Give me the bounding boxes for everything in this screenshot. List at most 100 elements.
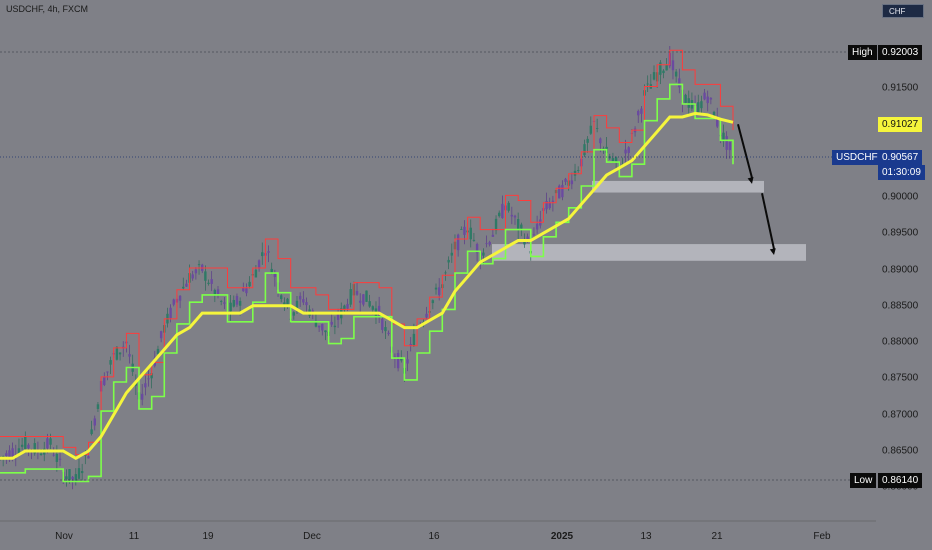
candle-body — [317, 325, 321, 328]
candle-body — [207, 282, 210, 284]
candle-body — [510, 214, 514, 217]
candle-body — [491, 234, 495, 237]
candle-body — [349, 289, 352, 305]
candle-body — [358, 300, 362, 303]
moving-average-line — [0, 111, 734, 461]
time-tick-label: Nov — [55, 531, 73, 542]
candle-body — [279, 295, 283, 300]
candle-body — [362, 294, 365, 305]
candle-body — [371, 306, 375, 310]
candle-body — [245, 288, 248, 294]
candle-body — [93, 418, 96, 426]
candle-body — [71, 476, 74, 480]
candle-body — [128, 354, 131, 357]
candle-body — [482, 252, 485, 256]
candle-body — [178, 295, 182, 301]
candle-body — [684, 94, 687, 103]
candle-body — [526, 236, 529, 242]
candle-body — [355, 290, 359, 295]
projection-arrow[interactable] — [737, 124, 753, 179]
price-tick-label: 0.87000 — [882, 409, 919, 421]
candle-body — [150, 373, 153, 379]
price-tick-label: 0.86500 — [882, 445, 919, 457]
candle-body — [599, 138, 602, 144]
candle-body — [232, 299, 236, 307]
candle-body — [589, 125, 593, 134]
candle-body — [55, 454, 59, 462]
candle-body — [80, 471, 84, 474]
candle-body — [77, 468, 81, 479]
candle-body — [674, 71, 678, 77]
candle-body — [254, 269, 258, 278]
candle-body — [637, 110, 640, 116]
candle-body — [213, 289, 217, 295]
candle-body — [20, 444, 24, 447]
candle-body — [311, 310, 314, 312]
candle-body — [65, 476, 68, 480]
candle-body — [321, 323, 324, 331]
candle-body — [156, 348, 160, 355]
candle-body — [659, 62, 662, 75]
candle-body — [412, 333, 416, 346]
candle-body — [627, 147, 630, 153]
candle-body — [273, 272, 277, 278]
price-tick-label: 0.87500 — [882, 372, 919, 384]
arrow-head — [747, 176, 754, 184]
high-value-tag: 0.92003 — [878, 45, 923, 60]
price-tick-label: 0.89500 — [882, 227, 919, 239]
candle-body — [614, 157, 618, 162]
price-chart[interactable] — [0, 0, 876, 550]
candle-body — [343, 305, 346, 311]
projection-arrows — [737, 124, 776, 255]
candle-body — [292, 312, 296, 316]
candle-body — [463, 226, 466, 235]
support-zone[interactable] — [492, 244, 806, 261]
candle-body — [725, 136, 728, 150]
candle-body — [425, 313, 428, 318]
candle-body — [475, 244, 479, 254]
currency-button[interactable]: CHF — [882, 4, 924, 18]
candle-body — [396, 353, 400, 369]
candle-body — [558, 185, 561, 199]
candle-body — [115, 346, 119, 360]
candle-body — [387, 332, 390, 335]
candle-body — [27, 444, 30, 449]
candle-body — [697, 102, 700, 113]
candle-body — [611, 158, 615, 161]
candle-body — [716, 117, 719, 127]
time-tick-label: 11 — [128, 531, 140, 542]
candle-body — [494, 218, 498, 231]
candle-body — [169, 307, 172, 319]
projection-arrow[interactable] — [761, 193, 775, 250]
arrow-head — [769, 248, 776, 255]
candle-body — [295, 300, 299, 309]
candle-body — [706, 96, 709, 104]
candle-body — [106, 371, 109, 373]
candle-body — [39, 453, 43, 455]
candle-body — [90, 429, 93, 435]
candle-body — [703, 92, 706, 100]
candle-body — [545, 201, 548, 210]
candle-body — [431, 300, 435, 304]
low-value-tag: 0.86140 — [878, 473, 923, 488]
candle-body — [665, 65, 668, 71]
candle-body — [700, 101, 703, 109]
candle-body — [450, 252, 454, 256]
candle-body — [586, 138, 589, 143]
ma-value-tag: 0.91027 — [878, 117, 923, 132]
candle-body — [532, 234, 536, 236]
support-zone[interactable] — [592, 180, 764, 193]
price-tick-label: 0.90000 — [882, 191, 919, 203]
candle-body — [377, 305, 381, 317]
candle-body — [507, 202, 510, 211]
last-price-tag: 0.90567 — [878, 150, 923, 165]
candle-body — [434, 287, 438, 290]
candle-body — [248, 281, 251, 287]
candle-body — [513, 215, 517, 218]
candle-body — [261, 252, 264, 257]
candle-body — [687, 98, 690, 108]
candle-body — [172, 299, 175, 305]
price-tick-label: 0.91500 — [882, 82, 919, 94]
candle-body — [548, 202, 551, 209]
time-tick-label: 16 — [428, 531, 440, 542]
